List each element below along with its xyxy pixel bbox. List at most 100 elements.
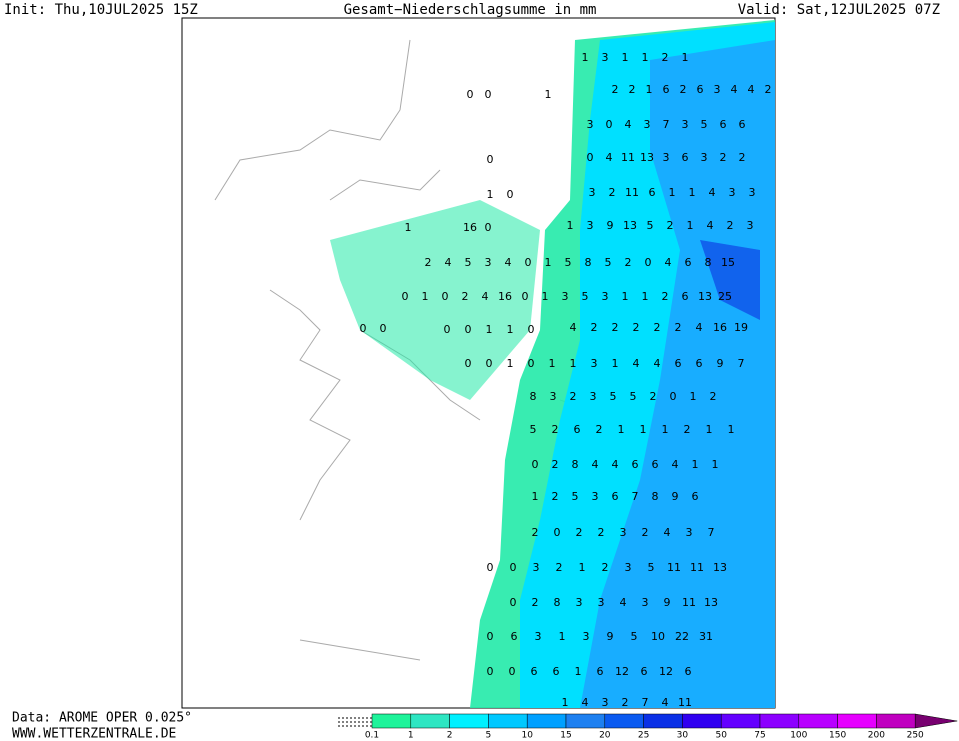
precip-value: 2	[556, 561, 563, 574]
precip-value: 1	[567, 219, 574, 232]
legend-underflow	[338, 717, 372, 727]
precip-value: 0	[487, 561, 494, 574]
precip-value: 2	[612, 321, 619, 334]
precip-value: 2	[642, 526, 649, 539]
precip-value: 1	[405, 221, 412, 234]
precip-value: 15	[721, 256, 735, 269]
precip-value: 8	[652, 490, 659, 503]
precip-value: 1	[622, 51, 629, 64]
precip-value: 0	[554, 526, 561, 539]
precip-value: 0	[402, 290, 409, 303]
precip-value: 3	[682, 118, 689, 131]
precip-value: 6	[675, 357, 682, 370]
precip-value: 1	[712, 458, 719, 471]
precip-value: 1	[422, 290, 429, 303]
legend-swatch	[526, 713, 567, 729]
legend-label: 100	[790, 731, 807, 741]
precip-value: 5	[530, 423, 537, 436]
precip-value: 1	[687, 219, 694, 232]
precip-value: 1	[690, 390, 697, 403]
precip-value: 7	[663, 118, 670, 131]
precip-value: 1	[642, 290, 649, 303]
precip-value: 5	[565, 256, 572, 269]
precip-value: 5	[701, 118, 708, 131]
precip-value: 0	[510, 596, 517, 609]
precip-value: 8	[530, 390, 537, 403]
precip-value: 5	[631, 630, 638, 643]
precip-value: 1	[706, 423, 713, 436]
precip-value: 1	[487, 188, 494, 201]
precip-value: 5	[605, 256, 612, 269]
precip-value: 0	[509, 665, 516, 678]
precip-value: 3	[589, 186, 596, 199]
precip-value: 4	[620, 596, 627, 609]
precip-value: 1	[646, 83, 653, 96]
legend-swatch	[604, 713, 644, 729]
precip-value: 4	[707, 219, 714, 232]
precip-value: 2	[609, 186, 616, 199]
precip-value: 6	[553, 665, 560, 678]
precip-value: 1	[682, 51, 689, 64]
precip-value: 2	[552, 490, 559, 503]
precip-value: 2	[710, 390, 717, 403]
precip-value: 3	[749, 186, 756, 199]
precip-value: 4	[482, 290, 489, 303]
precip-value: 16	[498, 290, 512, 303]
precip-value: 0	[670, 390, 677, 403]
precip-value: 5	[572, 490, 579, 503]
precip-value: 3	[598, 596, 605, 609]
precip-value: 6	[739, 118, 746, 131]
precip-value: 0	[528, 323, 535, 336]
precip-value: 13	[640, 151, 654, 164]
precip-value: 13	[704, 596, 718, 609]
precip-value: 6	[663, 83, 670, 96]
precip-value: 1	[582, 51, 589, 64]
precip-value: 3	[729, 186, 736, 199]
precip-value: 7	[708, 526, 715, 539]
legend-swatch	[449, 713, 489, 729]
precip-value: 1	[689, 186, 696, 199]
precip-value: 16	[463, 221, 477, 234]
precip-value: 8	[585, 256, 592, 269]
precip-value: 2	[532, 596, 539, 609]
precip-value: 0	[645, 256, 652, 269]
precip-value: 2	[684, 423, 691, 436]
precip-value: 11	[690, 561, 704, 574]
precip-value: 9	[607, 630, 614, 643]
precip-value: 3	[576, 596, 583, 609]
precip-value: 2	[680, 83, 687, 96]
precip-value: 0	[485, 221, 492, 234]
legend-label: 20	[599, 731, 611, 741]
precip-value: 3	[686, 526, 693, 539]
precip-value: 11	[678, 696, 692, 709]
legend-swatch	[410, 713, 450, 729]
precip-value: 0	[532, 458, 539, 471]
precip-value: 3	[590, 390, 597, 403]
precip-value: 3	[620, 526, 627, 539]
legend-overflow	[914, 713, 958, 729]
precip-value: 2	[739, 151, 746, 164]
precip-value: 5	[630, 390, 637, 403]
precip-value: 4	[612, 458, 619, 471]
precip-value: 2	[598, 526, 605, 539]
precip-value: 0	[525, 256, 532, 269]
data-source: Data: AROME OPER 0.025°	[12, 711, 192, 726]
precip-value: 6	[641, 665, 648, 678]
precip-value: 2	[633, 321, 640, 334]
precip-value: 1	[507, 357, 514, 370]
precip-value: 0	[467, 88, 474, 101]
legend-swatch	[488, 713, 528, 729]
precip-value: 4	[664, 526, 671, 539]
precip-heavy	[580, 40, 775, 708]
precip-value: 3	[714, 83, 721, 96]
precip-value: 4	[505, 256, 512, 269]
precip-value: 6	[682, 151, 689, 164]
precip-value: 8	[554, 596, 561, 609]
site: WWW.WETTERZENTRALE.DE	[12, 727, 176, 741]
precip-value: 25	[718, 290, 732, 303]
valid-time: Valid: Sat,12JUL2025 07Z	[738, 2, 940, 18]
legend-swatch	[876, 713, 916, 729]
legend-label: 0.1	[365, 731, 379, 741]
precip-value: 0	[465, 323, 472, 336]
precip-value: 3	[602, 290, 609, 303]
